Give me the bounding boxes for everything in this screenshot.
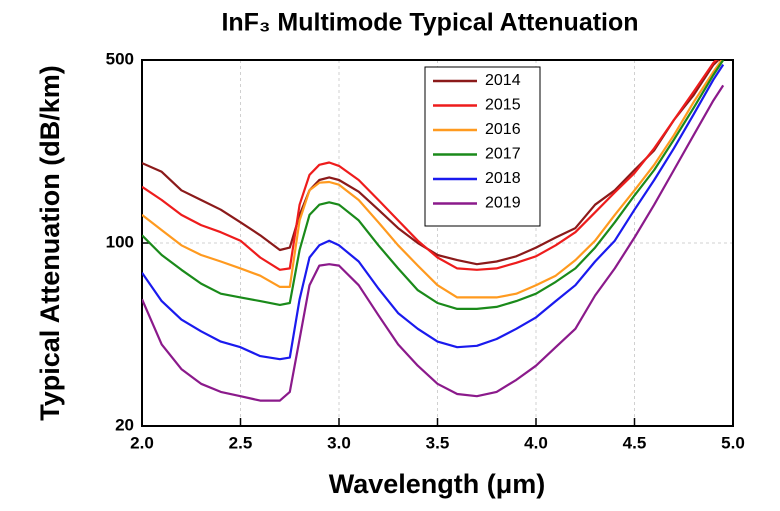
legend-label: 2016 xyxy=(485,121,521,138)
y-tick-label: 100 xyxy=(106,232,134,251)
series-line xyxy=(142,60,723,299)
plot-area xyxy=(142,60,725,402)
x-tick-label: 3.0 xyxy=(327,433,351,452)
plot-frame xyxy=(141,59,734,427)
legend-label: 2014 xyxy=(485,72,521,89)
legend-label: 2018 xyxy=(485,170,521,187)
series-line xyxy=(142,63,725,361)
x-tick-label: 4.0 xyxy=(524,433,548,452)
y-axis-label: Typical Attenuation (dB/km) xyxy=(35,65,65,421)
y-tick-label: 20 xyxy=(115,415,134,434)
x-tick-label: 3.5 xyxy=(426,433,450,452)
legend-label: 2015 xyxy=(485,97,521,114)
series-line xyxy=(142,60,725,310)
legend-label: 2019 xyxy=(485,195,521,212)
chart-title: InF₃ Multimode Typical Attenuation xyxy=(221,9,638,37)
series-line xyxy=(142,60,721,266)
legend-box xyxy=(424,66,541,227)
x-tick-label: 2.0 xyxy=(130,433,154,452)
x-tick-label: 2.5 xyxy=(229,433,253,452)
legend-label: 2017 xyxy=(485,146,521,163)
y-tick-label: 500 xyxy=(106,49,134,68)
series-line xyxy=(142,60,718,271)
x-tick-label: 5.0 xyxy=(721,433,745,452)
x-tick-label: 4.5 xyxy=(623,433,647,452)
x-axis-label: Wavelength (μm) xyxy=(329,469,546,499)
series-line xyxy=(142,84,725,402)
